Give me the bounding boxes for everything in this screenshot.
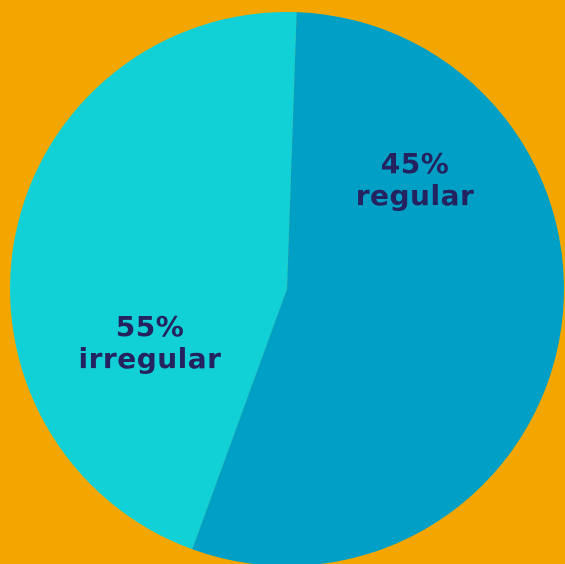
slice-value-irregular: 55% — [115, 310, 185, 343]
pie-slice-irregular — [192, 12, 565, 564]
slice-name-irregular: irregular — [78, 342, 222, 375]
slice-value-regular: 45% — [380, 147, 450, 180]
pie-slice-regular — [10, 12, 297, 550]
slice-label-irregular: 55% irregular — [30, 311, 270, 375]
slice-label-regular: 45% regular — [295, 148, 535, 212]
slice-name-regular: regular — [355, 179, 475, 212]
